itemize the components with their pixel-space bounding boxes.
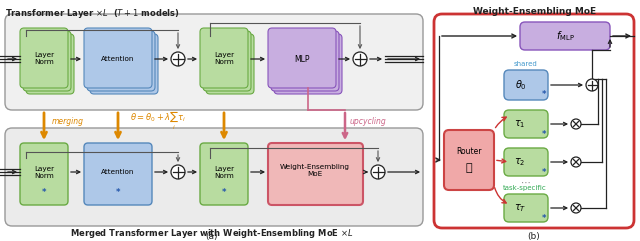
Text: $\tau_T$: $\tau_T$ xyxy=(514,202,526,214)
Text: Layer
Norm: Layer Norm xyxy=(214,166,234,179)
Circle shape xyxy=(571,157,581,167)
FancyBboxPatch shape xyxy=(274,34,342,94)
FancyBboxPatch shape xyxy=(200,143,248,205)
FancyBboxPatch shape xyxy=(444,130,494,190)
Text: $\theta = \theta_0 + \lambda\sum_i \tau_i$: $\theta = \theta_0 + \lambda\sum_i \tau_… xyxy=(130,110,186,132)
Text: *: * xyxy=(221,188,227,198)
FancyBboxPatch shape xyxy=(84,28,152,88)
Text: Router: Router xyxy=(456,147,482,156)
FancyBboxPatch shape xyxy=(520,22,610,50)
Text: $\tau_2$: $\tau_2$ xyxy=(515,156,525,168)
Circle shape xyxy=(571,203,581,213)
Text: *: * xyxy=(541,129,547,139)
Text: *: * xyxy=(541,167,547,176)
FancyBboxPatch shape xyxy=(206,34,254,94)
Text: Merged Transformer Layer with Weight-Ensembling MoE $\times L$: Merged Transformer Layer with Weight-Ens… xyxy=(70,228,354,241)
Text: shared: shared xyxy=(514,61,538,67)
FancyBboxPatch shape xyxy=(5,128,423,226)
FancyBboxPatch shape xyxy=(90,34,158,94)
FancyBboxPatch shape xyxy=(504,70,548,100)
Text: Layer
Norm: Layer Norm xyxy=(34,166,54,179)
Circle shape xyxy=(586,79,598,91)
Text: $\cdots$: $\cdots$ xyxy=(520,177,531,187)
Circle shape xyxy=(171,52,185,66)
FancyBboxPatch shape xyxy=(268,28,336,88)
Circle shape xyxy=(353,52,367,66)
FancyBboxPatch shape xyxy=(23,31,71,91)
Text: Attention: Attention xyxy=(101,169,134,175)
FancyBboxPatch shape xyxy=(200,28,248,88)
FancyBboxPatch shape xyxy=(504,194,548,222)
Text: Layer
Norm: Layer Norm xyxy=(214,53,234,66)
Text: Transformer Layer $\times L$  ($T+1$ models): Transformer Layer $\times L$ ($T+1$ mode… xyxy=(5,7,180,20)
FancyBboxPatch shape xyxy=(271,31,339,91)
Text: *: * xyxy=(42,188,46,198)
FancyBboxPatch shape xyxy=(5,14,423,110)
Text: *: * xyxy=(541,214,547,222)
Text: Weight-Ensembling
MoE: Weight-Ensembling MoE xyxy=(280,163,350,176)
FancyBboxPatch shape xyxy=(87,31,155,91)
FancyBboxPatch shape xyxy=(268,143,363,205)
Circle shape xyxy=(171,165,185,179)
FancyBboxPatch shape xyxy=(20,143,68,205)
FancyBboxPatch shape xyxy=(504,110,548,138)
FancyBboxPatch shape xyxy=(434,14,634,228)
Circle shape xyxy=(371,165,385,179)
Text: merging: merging xyxy=(52,116,84,126)
FancyBboxPatch shape xyxy=(26,34,74,94)
Text: *: * xyxy=(541,91,547,100)
Text: upcycling: upcycling xyxy=(350,116,387,126)
Text: $\theta_0$: $\theta_0$ xyxy=(515,78,527,92)
FancyBboxPatch shape xyxy=(84,143,152,205)
Text: MLP: MLP xyxy=(294,54,310,63)
Circle shape xyxy=(571,119,581,129)
Text: Attention: Attention xyxy=(101,56,134,62)
Text: Layer
Norm: Layer Norm xyxy=(34,53,54,66)
Text: (b): (b) xyxy=(527,232,540,241)
Text: *: * xyxy=(116,188,120,198)
FancyBboxPatch shape xyxy=(20,28,68,88)
FancyBboxPatch shape xyxy=(203,31,251,91)
Text: $f_{\mathrm{MLP}}$: $f_{\mathrm{MLP}}$ xyxy=(556,29,575,43)
Text: (a): (a) xyxy=(205,232,218,241)
Text: Weight-Ensembling MoE: Weight-Ensembling MoE xyxy=(474,7,596,16)
Text: task-specific: task-specific xyxy=(503,185,547,191)
Text: 🔥: 🔥 xyxy=(466,163,472,173)
FancyBboxPatch shape xyxy=(504,148,548,176)
Text: $\tau_1$: $\tau_1$ xyxy=(515,118,525,130)
